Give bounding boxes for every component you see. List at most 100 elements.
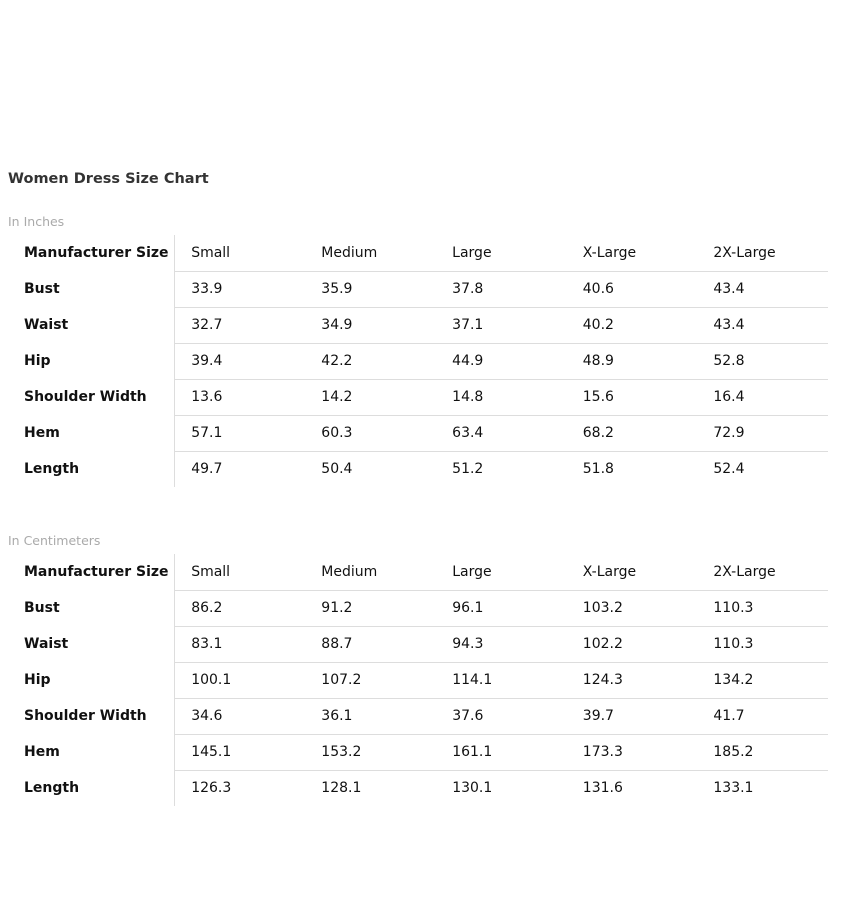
table-cell: 102.2 (566, 626, 698, 663)
table-cell: 68.2 (566, 415, 698, 452)
table-cell: 110.3 (697, 626, 828, 663)
column-header: 2X-Large (697, 235, 828, 272)
table-cell: 100.1 (174, 662, 306, 699)
table-cell: 13.6 (174, 379, 306, 416)
table-cell: 130.1 (452, 780, 493, 797)
table-cell: 72.9 (697, 415, 828, 452)
row-header: Shoulder Width (16, 698, 176, 734)
table-cell: 83.1 (174, 626, 306, 663)
table-cell: 131.6 (582, 780, 623, 797)
table-cell: 94.3 (436, 626, 567, 663)
table-row: Bust 86.2 91.2 96.1 103.2 110.3 (16, 590, 828, 627)
table-cell: 60.3 (305, 415, 437, 452)
table-cell: 133.1 (713, 780, 754, 797)
column-header: Medium (305, 235, 437, 272)
table-cell: 14.8 (436, 379, 567, 416)
table-row: Waist 83.1 88.7 94.3 102.2 110.3 (16, 626, 828, 663)
column-header: Small (174, 235, 306, 272)
table-cell: 49.7 (191, 461, 223, 478)
table-cell: 36.1 (305, 698, 437, 735)
table-cell: 51.8 (582, 461, 614, 478)
column-header: Medium (305, 554, 437, 591)
unit-label-inches: In Inches (8, 214, 65, 229)
table-cell: 134.2 (697, 662, 828, 699)
table-cell: 43.4 (697, 307, 828, 344)
size-table-centimeters: Manufacturer Size Small Medium Large X-Large… (16, 554, 828, 806)
row-header: Waist (16, 307, 176, 343)
table-cell: 114.1 (436, 662, 567, 699)
column-header: Large (436, 554, 567, 591)
table-cell: 32.7 (174, 307, 306, 344)
table-cell: 173.3 (566, 734, 698, 771)
table-row: Length 126.3 128.1 130.1 131.6 133.1 (16, 770, 828, 806)
column-header: X-Large (566, 554, 698, 591)
table-cell: 15.6 (566, 379, 698, 416)
table-cell: 52.8 (697, 343, 828, 380)
table-cell: 39.4 (174, 343, 306, 380)
header-row: Manufacturer Size Small Medium Large X-Large… (16, 554, 828, 591)
table-cell: 128.1 (321, 780, 362, 797)
table-cell: 103.2 (566, 590, 698, 627)
table-cell: 48.9 (566, 343, 698, 380)
table-cell: 40.2 (566, 307, 698, 344)
unit-label-centimeters: In Centimeters (8, 533, 101, 548)
table-row: Hip 39.4 42.2 44.9 48.9 52.8 (16, 343, 828, 380)
table-cell: 40.6 (566, 271, 698, 308)
table-cell: 44.9 (436, 343, 567, 380)
table-cell: 37.8 (436, 271, 567, 308)
row-header: Bust (16, 271, 176, 307)
table-cell: 86.2 (174, 590, 306, 627)
table-cell: 63.4 (436, 415, 567, 452)
table-cell: 110.3 (697, 590, 828, 627)
table-cell: 88.7 (305, 626, 437, 663)
table-row: Hem 57.1 60.3 63.4 68.2 72.9 (16, 415, 828, 452)
row-header: Hem (16, 415, 176, 451)
table-cell: 35.9 (305, 271, 437, 308)
table-cell: 34.6 (174, 698, 306, 735)
table-cell: 145.1 (174, 734, 306, 771)
table-row: Shoulder Width 13.6 14.2 14.8 15.6 16.4 (16, 379, 828, 416)
table-row: Bust 33.9 35.9 37.8 40.6 43.4 (16, 271, 828, 308)
table-row: Hem 145.1 153.2 161.1 173.3 185.2 (16, 734, 828, 771)
table-cell: 185.2 (697, 734, 828, 771)
table-cell: 41.7 (697, 698, 828, 735)
table-cell: 124.3 (566, 662, 698, 699)
row-header: Shoulder Width (16, 379, 176, 415)
row-header: Length (16, 770, 176, 806)
table-cell: 42.2 (305, 343, 437, 380)
column-header: Large (436, 235, 567, 272)
row-header: Manufacturer Size (16, 235, 176, 271)
table-cell: 161.1 (436, 734, 567, 771)
row-header: Waist (16, 626, 176, 662)
row-header: Hip (16, 662, 176, 698)
table-cell: 96.1 (436, 590, 567, 627)
table-row: Hip 100.1 107.2 114.1 124.3 134.2 (16, 662, 828, 699)
table-cell: 34.9 (305, 307, 437, 344)
table-cell: 14.2 (305, 379, 437, 416)
row-header: Length (16, 451, 176, 487)
header-row: Manufacturer Size Small Medium Large X-Large… (16, 235, 828, 272)
row-header: Hem (16, 734, 176, 770)
page-title: Women Dress Size Chart (8, 171, 209, 187)
column-header: 2X-Large (697, 554, 828, 591)
table-cell: 39.7 (566, 698, 698, 735)
table-cell: 50.4 (321, 461, 353, 478)
table-cell: 51.2 (452, 461, 484, 478)
table-cell: 91.2 (305, 590, 437, 627)
column-header: Small (174, 554, 306, 591)
table-cell: 57.1 (174, 415, 306, 452)
table-cell: 33.9 (174, 271, 306, 308)
table-row: Waist 32.7 34.9 37.1 40.2 43.4 (16, 307, 828, 344)
table-cell: 52.4 (713, 461, 745, 478)
table-cell: 37.1 (436, 307, 567, 344)
size-table-inches: Manufacturer Size Small Medium Large X-Large… (16, 235, 828, 487)
table-cell: 126.3 (191, 780, 232, 797)
row-header: Hip (16, 343, 176, 379)
table-row: Length 49.7 50.4 51.2 51.8 52.4 (16, 451, 828, 487)
table-cell: 153.2 (305, 734, 437, 771)
row-header: Manufacturer Size (16, 554, 176, 590)
row-header: Bust (16, 590, 176, 626)
table-cell: 37.6 (436, 698, 567, 735)
table-cell: 107.2 (305, 662, 437, 699)
table-cell: 16.4 (697, 379, 828, 416)
